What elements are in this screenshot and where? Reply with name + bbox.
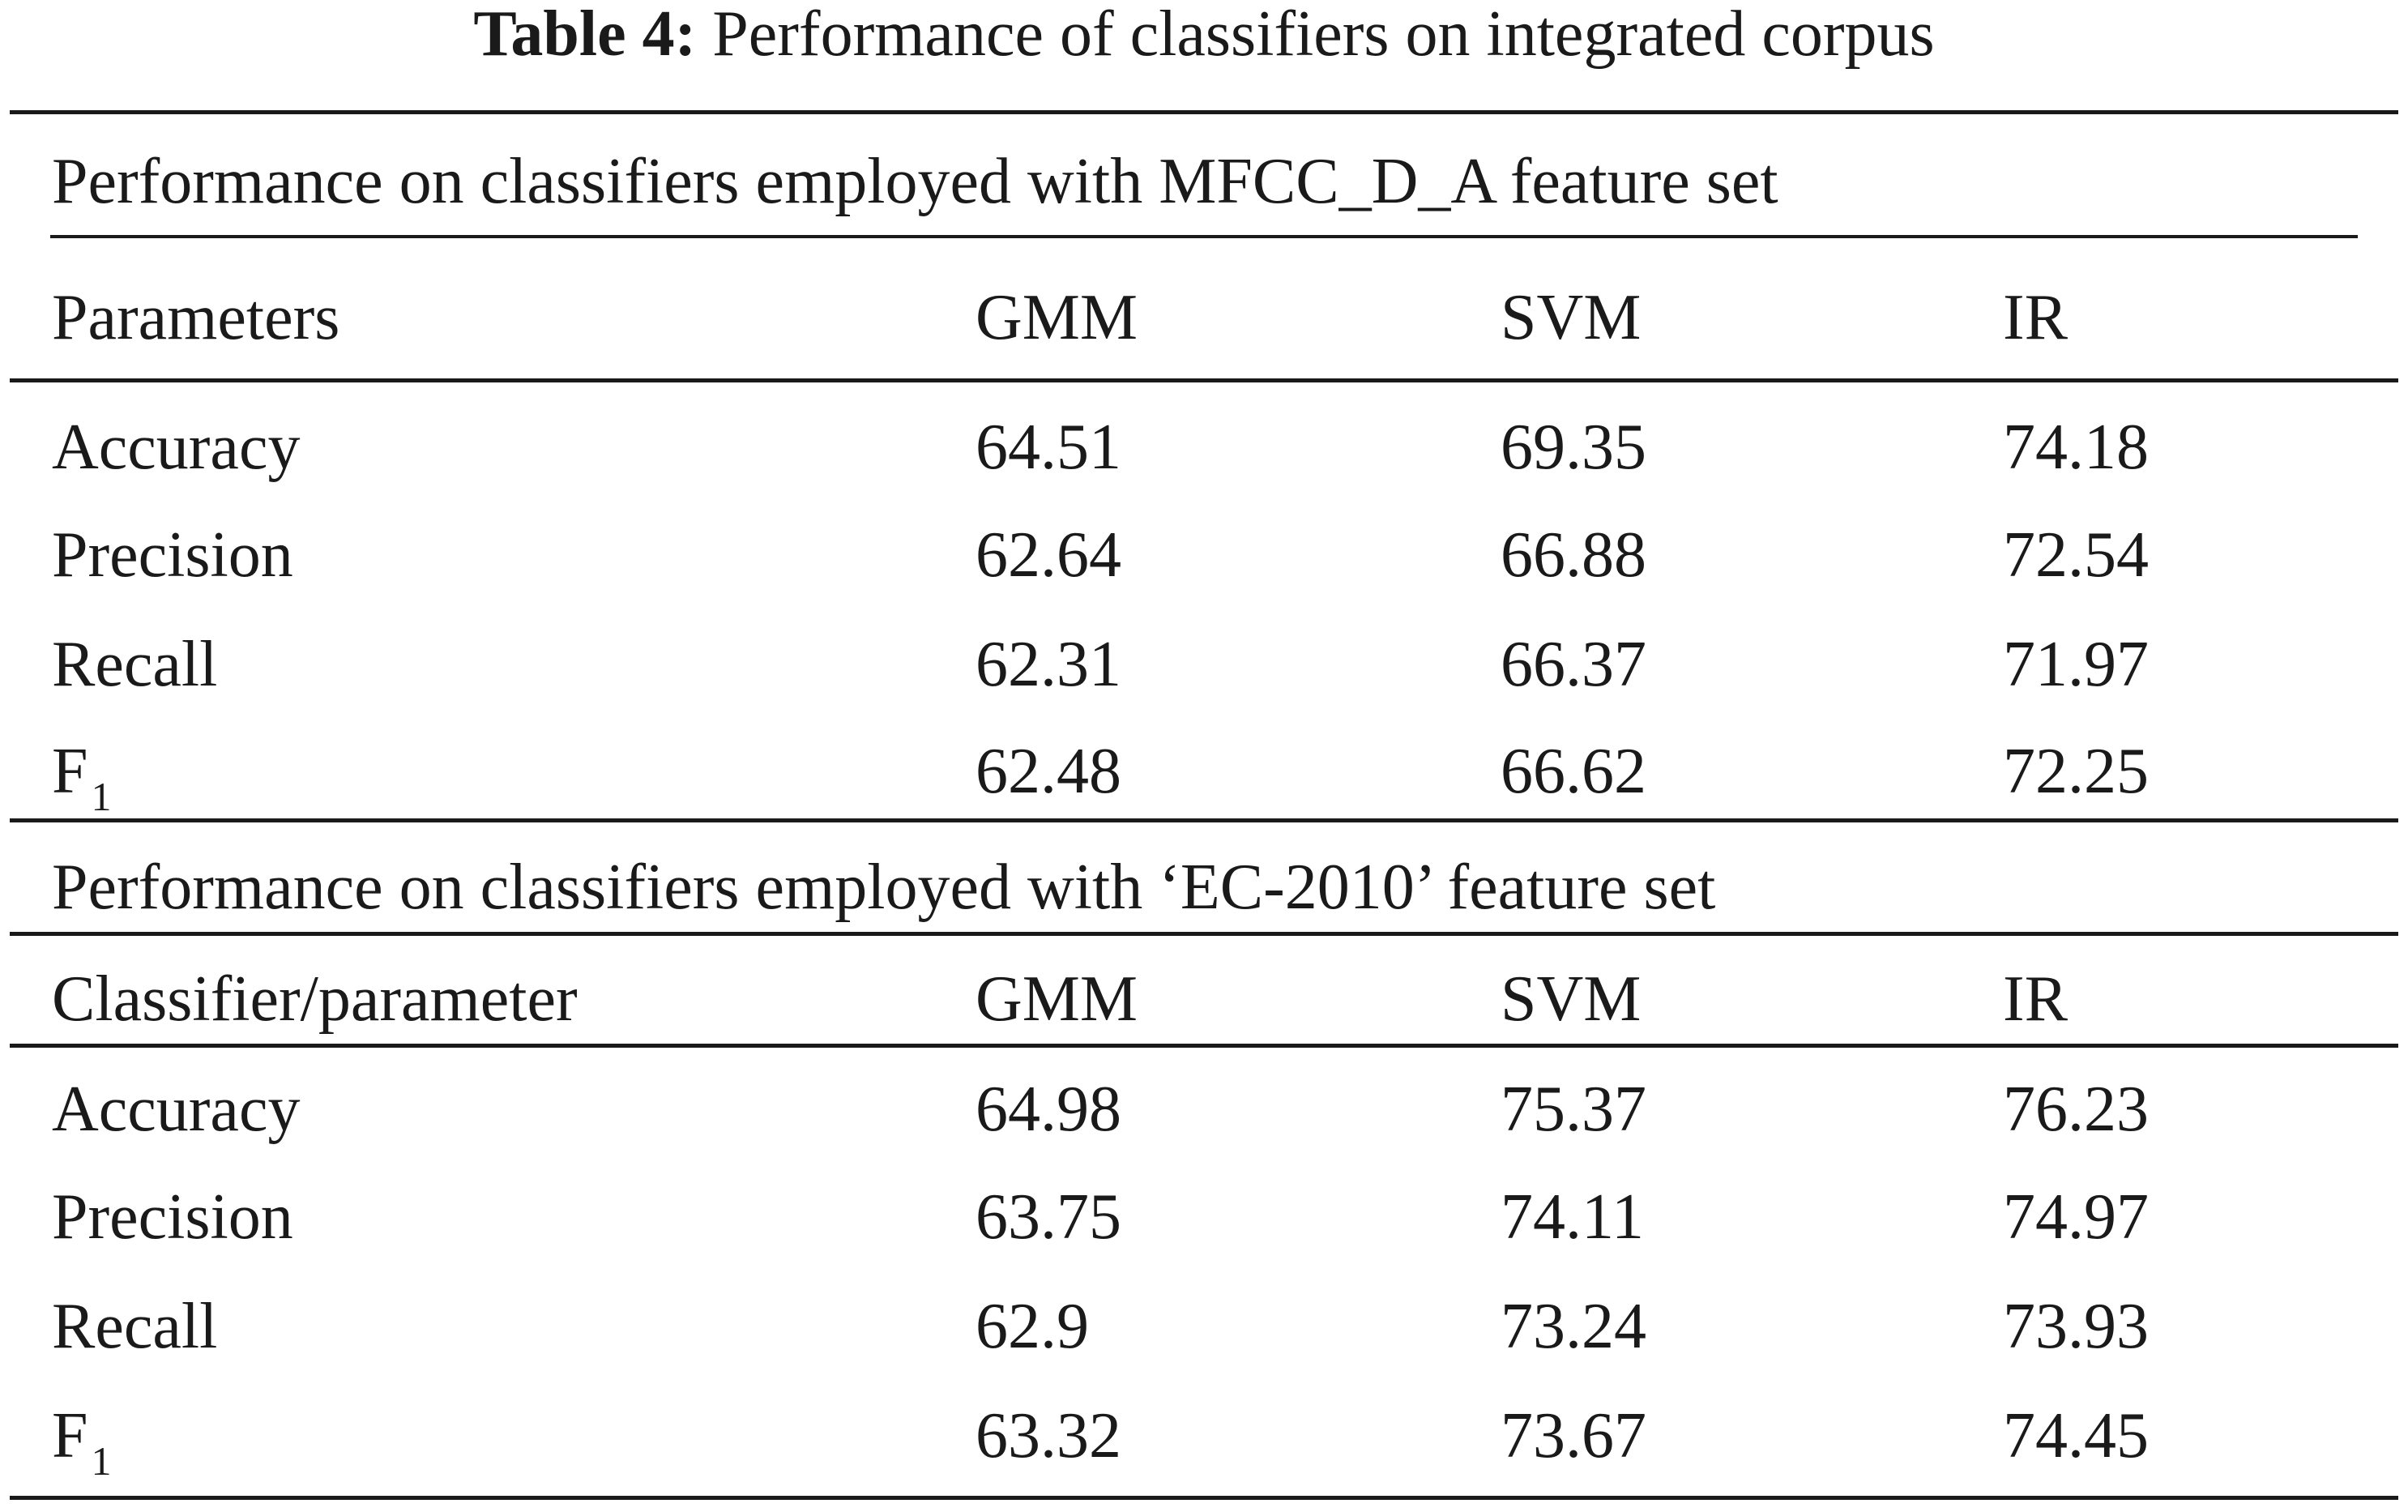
section-1-row-accuracy-ir: 74.18 — [2003, 412, 2149, 483]
section-2-row-f1-subscript: 1 — [91, 1438, 112, 1484]
table-bottom-rule — [10, 1496, 2398, 1500]
section-2-header-rule — [10, 1044, 2398, 1048]
section-2-heading-rule — [10, 932, 2398, 936]
table-caption-label: Table 4: — [473, 0, 697, 70]
section-1-header-gmm: GMM — [976, 282, 1138, 353]
section-2-row-precision-gmm: 63.75 — [976, 1181, 1121, 1253]
section-2-row-f1-label: F1 — [52, 1397, 112, 1484]
section-1-row-precision-svm: 66.88 — [1501, 519, 1646, 591]
section-2-row-precision-ir: 74.97 — [2003, 1181, 2149, 1253]
section-2-heading: Performance on classifiers employed with… — [52, 852, 1716, 923]
section-2-row-accuracy-gmm: 64.98 — [976, 1074, 1121, 1145]
section-divider-rule — [10, 818, 2398, 822]
section-2-row-precision-label: Precision — [52, 1181, 293, 1253]
section-1-row-f1-svm: 66.62 — [1501, 736, 1646, 807]
section-2-row-precision-svm: 74.11 — [1501, 1181, 1645, 1253]
section-1-row-f1-subscript: 1 — [91, 774, 112, 819]
section-1-row-accuracy-gmm: 64.51 — [976, 412, 1121, 483]
section-1-header-rule — [10, 378, 2398, 382]
section-1-row-f1-label: F1 — [52, 733, 112, 819]
section-1-header-ir: IR — [2003, 282, 2068, 353]
section-1-header-svm: SVM — [1501, 282, 1642, 353]
section-1-heading-rule — [50, 235, 2358, 238]
section-1-row-precision-gmm: 62.64 — [976, 519, 1121, 591]
section-1-row-precision-ir: 72.54 — [2003, 519, 2149, 591]
section-1-row-accuracy-svm: 69.35 — [1501, 412, 1646, 483]
section-1-row-f1-name: F — [52, 736, 88, 807]
section-1-row-accuracy-label: Accuracy — [52, 412, 301, 483]
section-2-row-accuracy-svm: 75.37 — [1501, 1074, 1646, 1145]
section-2-row-f1-name: F — [52, 1400, 88, 1471]
table-caption: Table 4: Performance of classifiers on i… — [0, 0, 2408, 78]
section-1-row-f1-ir: 72.25 — [2003, 736, 2149, 807]
section-1-row-recall-svm: 66.37 — [1501, 629, 1646, 700]
section-1-row-recall-gmm: 62.31 — [976, 629, 1121, 700]
section-1-row-recall-ir: 71.97 — [2003, 629, 2149, 700]
section-2-header-ir: IR — [2003, 963, 2068, 1035]
table-top-rule — [10, 110, 2398, 114]
section-2-row-recall-ir: 73.93 — [2003, 1291, 2149, 1362]
section-2-row-recall-svm: 73.24 — [1501, 1291, 1646, 1362]
section-2-header-svm: SVM — [1501, 963, 1642, 1035]
section-2-row-recall-gmm: 62.9 — [976, 1291, 1089, 1362]
section-2-header-classifier-parameter: Classifier/parameter — [52, 963, 578, 1035]
section-1-row-precision-label: Precision — [52, 519, 293, 591]
section-1-heading: Performance on classifiers employed with… — [52, 146, 1778, 217]
table-caption-text: Performance of classifiers on integrated… — [712, 0, 1935, 70]
section-2-row-recall-label: Recall — [52, 1291, 218, 1362]
section-1-row-recall-label: Recall — [52, 629, 218, 700]
section-2-row-f1-ir: 74.45 — [2003, 1400, 2149, 1471]
section-2-row-f1-gmm: 63.32 — [976, 1400, 1121, 1471]
section-2-row-accuracy-label: Accuracy — [52, 1074, 301, 1145]
section-2-header-gmm: GMM — [976, 963, 1138, 1035]
section-2-row-f1-svm: 73.67 — [1501, 1400, 1646, 1471]
section-1-row-f1-gmm: 62.48 — [976, 736, 1121, 807]
section-2-row-accuracy-ir: 76.23 — [2003, 1074, 2149, 1145]
section-1-header-parameters: Parameters — [52, 282, 340, 353]
